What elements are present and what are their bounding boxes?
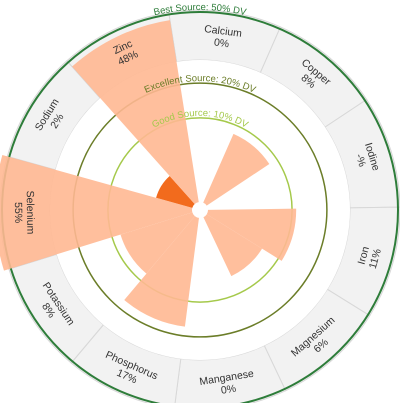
category-name: Selenium [24,190,37,234]
label-iron: Iron11% [355,244,384,270]
category-value: 0% [220,383,237,397]
category-value: -% [353,152,368,168]
bar-phosphorus [124,216,199,327]
bar-magnesium [203,214,263,277]
category-value: 55% [12,202,24,223]
bar-zinc [72,20,199,205]
bar-sodium [156,175,195,208]
category-name: Calcium [203,23,242,40]
bar-iron [206,208,297,261]
inner-plot-area [50,60,350,360]
category-value: 0% [213,36,230,50]
category-value: 11% [367,247,384,270]
bar-potassium [120,212,195,274]
label-selenium: Selenium55% [12,190,37,234]
bar-copper [203,133,270,206]
best-source-label: Best Source: 50% DV [153,2,248,18]
bar-selenium [0,155,193,271]
category-name: Iron [356,245,372,266]
value-bars [0,20,297,327]
label-calcium: Calcium0% [202,23,243,52]
